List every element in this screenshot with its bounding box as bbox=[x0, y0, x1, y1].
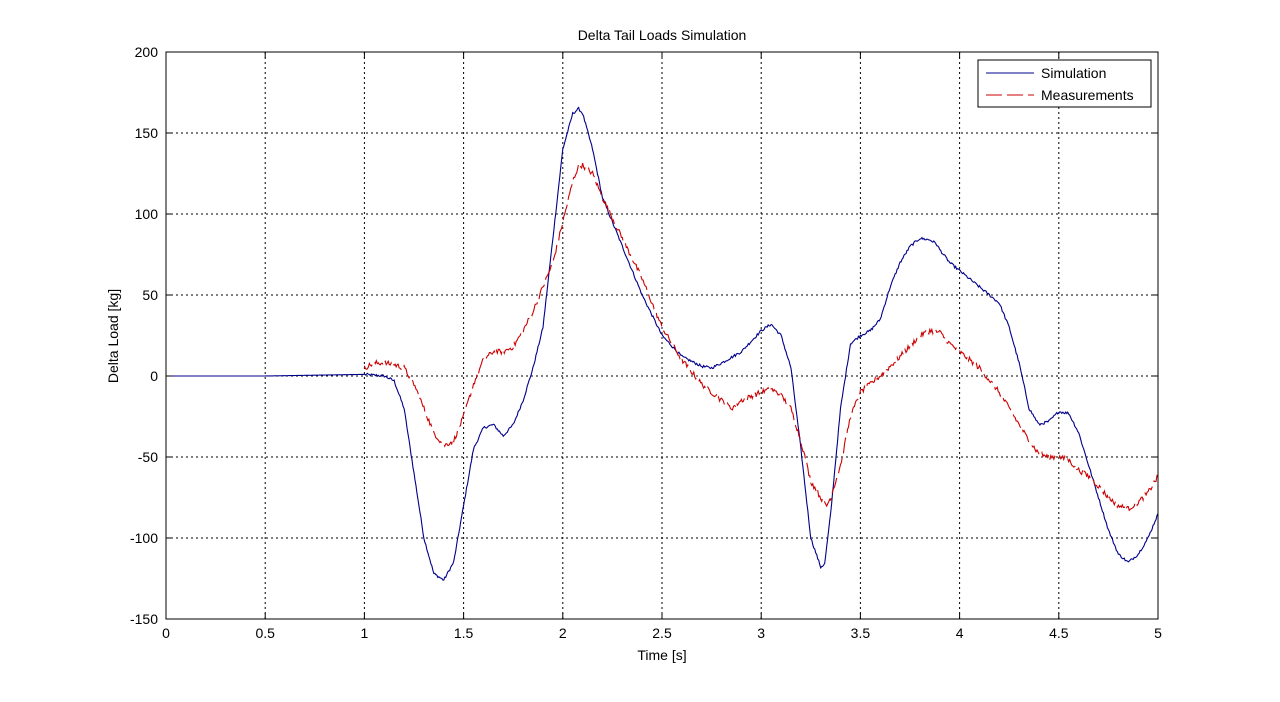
legend: Simulation Measurements bbox=[977, 59, 1152, 108]
plot-area bbox=[166, 52, 1158, 619]
x-tick-label: 4.5 bbox=[1049, 625, 1069, 641]
y-tick-label: 50 bbox=[142, 287, 158, 303]
x-tick-label: 0 bbox=[162, 625, 170, 641]
x-tick-label: 1 bbox=[361, 625, 369, 641]
x-axis-label: Time [s] bbox=[637, 647, 686, 663]
x-tick-label: 3 bbox=[757, 625, 765, 641]
series-line-measurements bbox=[363, 161, 1159, 512]
x-tick-label: 3.5 bbox=[851, 625, 871, 641]
x-tick-label: 5 bbox=[1154, 625, 1162, 641]
y-tick-label: 200 bbox=[135, 44, 159, 60]
series-layer bbox=[166, 106, 1159, 581]
legend-label-simulation: Simulation bbox=[1041, 65, 1106, 81]
x-tick-label: 2 bbox=[559, 625, 567, 641]
x-tick-label: 1.5 bbox=[454, 625, 474, 641]
y-axis-label: Delta Load [kg] bbox=[105, 289, 121, 383]
y-tick-label: -50 bbox=[138, 449, 158, 465]
y-tick-label: 150 bbox=[135, 125, 159, 141]
tick-layer: 0 0.5 1 1.5 2 2.5 3 3.5 4 4.5 5 -150 -100 -50 0 50 100 15… bbox=[130, 44, 1162, 641]
y-tick-label: -150 bbox=[130, 611, 158, 627]
y-tick-label: 100 bbox=[135, 206, 159, 222]
x-tick-label: 0.5 bbox=[255, 625, 275, 641]
y-tick-label: 0 bbox=[150, 368, 158, 384]
x-tick-label: 2.5 bbox=[652, 625, 672, 641]
grid-layer bbox=[166, 52, 1158, 619]
legend-label-measurements: Measurements bbox=[1041, 87, 1134, 103]
x-tick-label: 4 bbox=[956, 625, 964, 641]
y-tick-label: -100 bbox=[130, 530, 158, 546]
legend-box bbox=[977, 59, 1152, 108]
series-line-simulation bbox=[166, 106, 1159, 581]
chart-title: Delta Tail Loads Simulation bbox=[578, 27, 747, 43]
